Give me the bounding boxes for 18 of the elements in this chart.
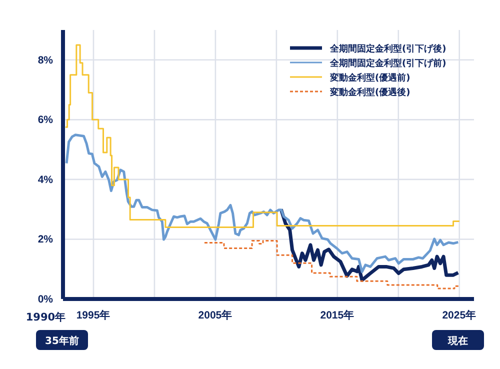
x-tick-label: 2025年 — [442, 308, 477, 322]
y-tick-label: 8% — [38, 54, 54, 66]
label-button: 現在 — [432, 330, 484, 350]
label-button: 35年前 — [36, 330, 88, 350]
y-tick-label: 2% — [38, 234, 54, 246]
x-tick-label: 1995年 — [76, 308, 111, 322]
x-tick-label: 2005年 — [198, 308, 233, 322]
x-tick-label: 2015年 — [320, 308, 355, 322]
legend-label: 全期間固定金利型(引下げ前) — [329, 58, 446, 69]
text: 1990年 — [26, 310, 66, 324]
legend-label: 変動金利型(優遇後) — [329, 87, 410, 98]
legend-label: 変動金利型(優遇前) — [329, 72, 410, 84]
line-series — [65, 134, 460, 274]
y-tick-label: 0% — [38, 293, 54, 306]
y-tick-label: 4% — [38, 174, 54, 186]
line-series — [279, 208, 460, 282]
y-tick-label: 6% — [38, 114, 54, 126]
legend-label: 全期間固定金利型(引下げ後) — [329, 44, 446, 54]
